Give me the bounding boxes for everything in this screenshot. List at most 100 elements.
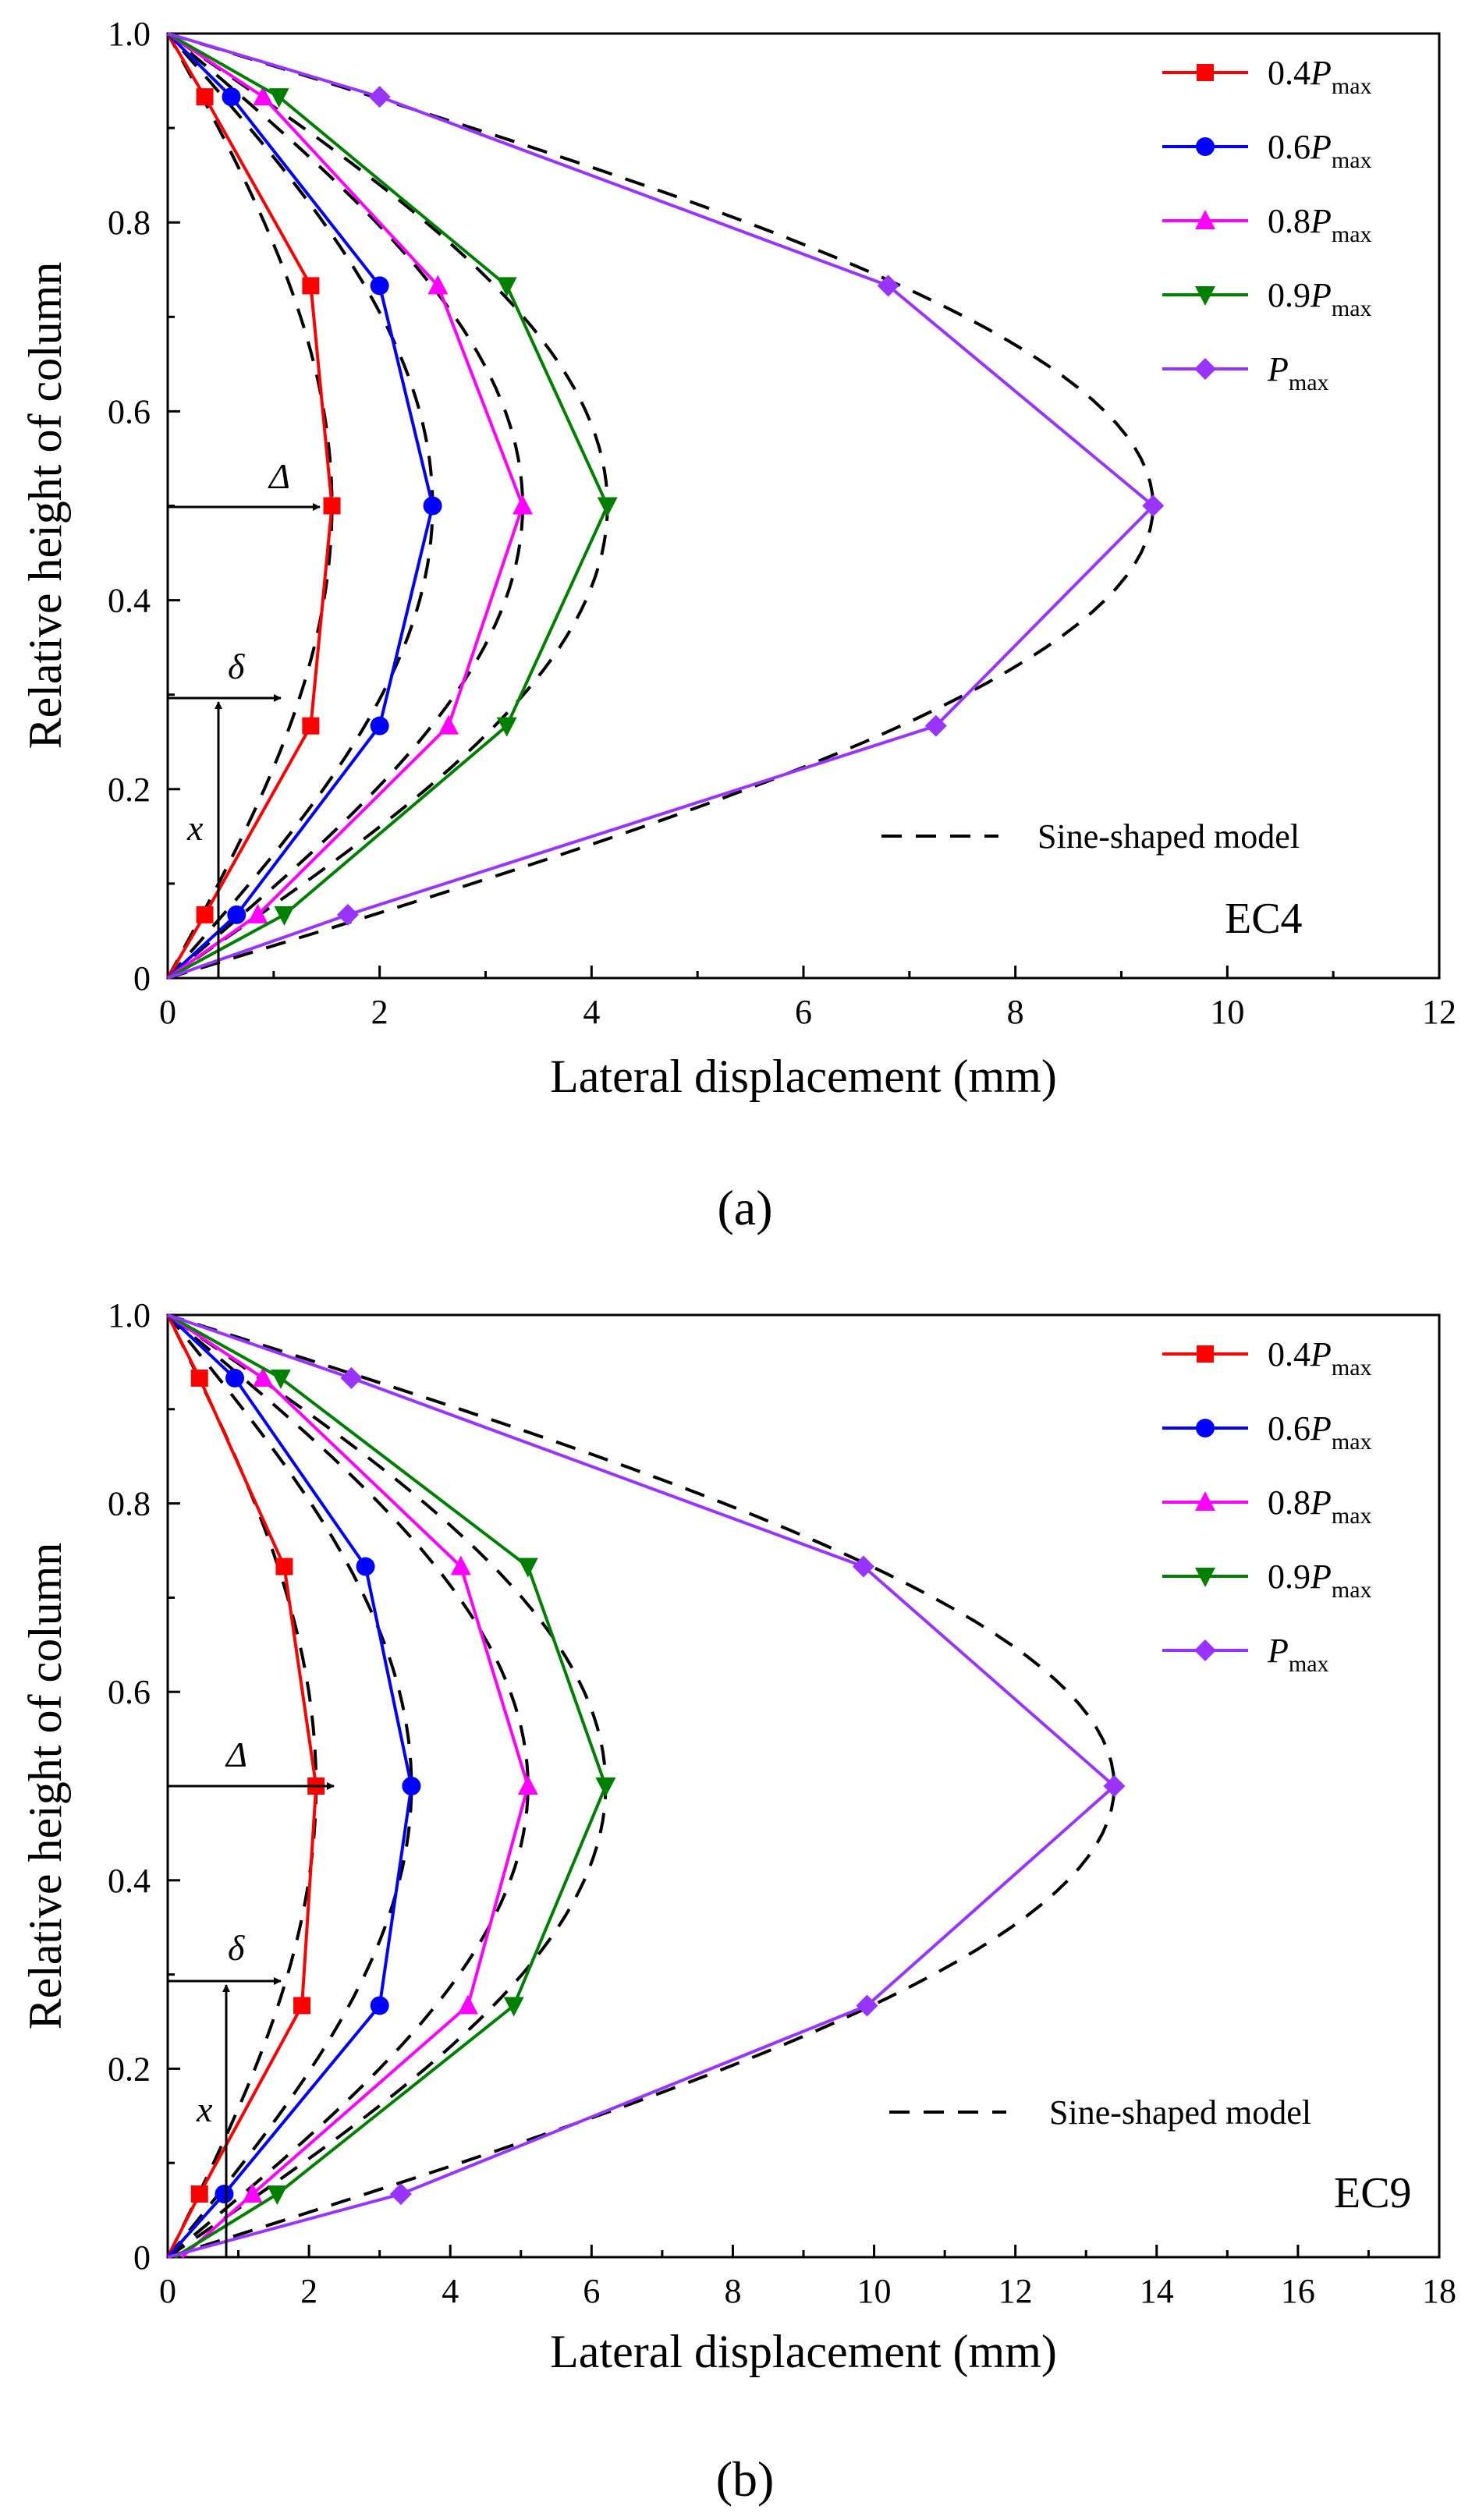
data-point: [336, 903, 359, 926]
legend-label-prefix: 0.4: [1268, 1335, 1311, 1373]
data-point: [450, 1555, 471, 1575]
series-0.6Pmax: [166, 1313, 421, 2259]
legend-marker: [1194, 1639, 1216, 1661]
x-tick-label: 2: [371, 993, 388, 1031]
legend-label-p: P: [1310, 1483, 1332, 1522]
legend-label-p: P: [1267, 1632, 1289, 1670]
delta-cap-label: Δ: [268, 456, 290, 496]
x-tick-label: 14: [1140, 2272, 1174, 2310]
data-point: [496, 717, 517, 737]
y-axis-title: Relative height of column: [20, 1543, 71, 2030]
legend-label: 0.8Pmax: [1268, 202, 1372, 247]
data-point: [274, 906, 295, 926]
data-point: [877, 275, 899, 297]
y-tick-label: 0.2: [108, 2050, 151, 2088]
y-axis-title: Relative height of column: [20, 262, 71, 750]
x-label: x: [196, 2089, 213, 2129]
legend-label-prefix: 0.9: [1268, 276, 1311, 314]
data-point: [402, 1777, 421, 1795]
model-legend-label: Sine-shaped model: [1049, 2093, 1311, 2132]
x-axis-title: Lateral displacement (mm): [550, 2326, 1057, 2377]
y-tick-label: 0.4: [108, 1862, 151, 1900]
legend-label-p: P: [1310, 276, 1332, 314]
data-point: [242, 2183, 263, 2203]
x-axis-title: Lateral displacement (mm): [550, 1051, 1057, 1102]
data-point: [370, 276, 389, 296]
legend-item: 0.8Pmax: [1162, 1483, 1372, 1529]
legend-label: 0.9Pmax: [1268, 276, 1372, 321]
sine-model-curve: [167, 32, 1155, 980]
delta-cap-label: Δ: [225, 1735, 247, 1774]
data-point: [513, 494, 534, 515]
delta-label: δ: [228, 1928, 245, 1968]
x-tick-label: 4: [442, 2272, 459, 2310]
sine-model-curve: [167, 1313, 1116, 2259]
legend-marker: [1195, 1568, 1215, 1587]
data-point: [323, 497, 341, 515]
data-point: [267, 2185, 288, 2206]
x-label: x: [186, 808, 204, 848]
legend-label-p: P: [1310, 202, 1332, 240]
x-tick-label: 2: [300, 2272, 317, 2310]
y-tick-label: 0: [133, 959, 151, 998]
legend-label-sub: max: [1332, 147, 1372, 173]
chart-panel-b: 0 2 4 6 8 10 12 14 16 18 0 0.2 0.4 0.6 0.8 1.0 Δ δ x 0.…: [20, 1296, 1456, 2507]
legend-marker: [1195, 210, 1215, 229]
data-point: [503, 1997, 524, 2017]
legend-label-p: P: [1310, 128, 1332, 166]
data-point: [247, 903, 268, 923]
data-point: [427, 275, 449, 295]
legend-label-sub: max: [1332, 1577, 1372, 1603]
data-point: [438, 714, 459, 735]
data-point: [275, 1558, 293, 1575]
data-point: [356, 1557, 375, 1576]
panel-label-b: (b): [716, 2451, 775, 2507]
y-tick-label: 0.4: [108, 582, 151, 620]
legend-marker: [1196, 1419, 1215, 1437]
data-point: [302, 277, 320, 295]
data-point: [389, 2183, 412, 2206]
data-point: [457, 1994, 478, 2015]
y-tick-label: 0.2: [108, 771, 151, 809]
sine-model-curve: [166, 32, 525, 980]
data-point: [302, 717, 320, 735]
x-tick-label: 10: [857, 2272, 892, 2310]
legend-item: 0.4Pmax: [1162, 1335, 1372, 1381]
legend-label: 0.6Pmax: [1268, 1409, 1372, 1455]
legend-marker: [1197, 1345, 1214, 1363]
x-tick-label: 12: [998, 2272, 1033, 2310]
x-tick-label: 8: [724, 2272, 741, 2310]
legend-marker: [1197, 64, 1214, 81]
legend-label-prefix: 0.4: [1268, 54, 1311, 92]
annotations: Δ δ x: [168, 456, 321, 978]
legend-label-p: P: [1310, 1335, 1332, 1373]
legend-item: 0.9Pmax: [1162, 1558, 1372, 1603]
data-point: [1103, 1775, 1126, 1797]
legend-label-prefix: 0.8: [1268, 202, 1311, 240]
legend-marker: [1196, 137, 1215, 156]
axis-ticks: 0 2 4 6 8 10 12 14 16 18 0 0.2 0.4 0.6 0.8 1.0: [108, 1296, 1456, 2310]
y-tick-label: 0.8: [108, 1485, 151, 1523]
data-point: [215, 2185, 234, 2204]
legend-label-p: P: [1310, 1409, 1332, 1448]
data-point: [370, 1996, 389, 2015]
data-point: [253, 86, 274, 106]
legend-marker: [1195, 1491, 1215, 1511]
legend-item: 0.9Pmax: [1162, 276, 1372, 321]
x-tick-label: 0: [159, 993, 176, 1031]
data-point: [517, 1775, 538, 1795]
legend-label: 0.4Pmax: [1268, 1335, 1372, 1381]
data-point: [370, 716, 389, 735]
y-tick-label: 0.6: [108, 1673, 151, 1711]
legend-label-prefix: 0.6: [1268, 1409, 1311, 1448]
legend-label: 0.4Pmax: [1268, 54, 1372, 99]
series-0.4Pmax: [166, 32, 341, 980]
series-Pmax: [167, 1313, 1126, 2259]
data-point: [597, 497, 618, 517]
specimen-tag: EC4: [1225, 895, 1303, 943]
legend-label-prefix: 0.8: [1268, 1483, 1311, 1522]
legend-label: 0.8Pmax: [1268, 1483, 1372, 1529]
data-point: [190, 2185, 208, 2203]
